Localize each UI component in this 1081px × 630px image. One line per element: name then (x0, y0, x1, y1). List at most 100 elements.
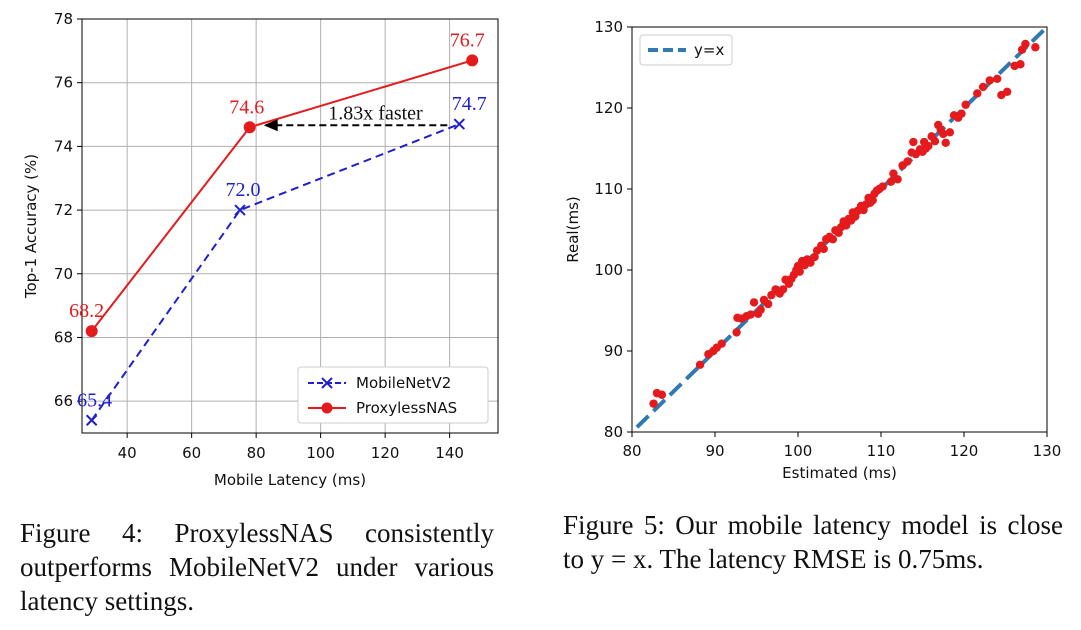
plot-frame (631, 26, 1048, 433)
x-tick-label: 80 (622, 442, 641, 460)
data-point-marker (234, 204, 246, 216)
series-line-mobilenetv2 (90, 123, 460, 421)
x-tick-label: 60 (182, 444, 201, 462)
scatter-point (993, 74, 1002, 84)
scatter-point (893, 175, 902, 184)
latency-accuracy-chart: 40 60 80 100 120 140 66 68 70 72 74 76 78 Mobile La… (22, 10, 499, 489)
scatter-point (1021, 39, 1030, 49)
scatter-point (985, 76, 994, 85)
scatter-point (878, 182, 887, 191)
scatter-point (695, 360, 705, 369)
scatter-point (930, 137, 940, 146)
y-tick-label: 78 (54, 10, 73, 28)
y-tick-label: 70 (54, 265, 73, 283)
x-tick-label: 110 (867, 442, 896, 460)
data-label: 72.0 (226, 179, 261, 201)
figure-5-caption: Figure 5: Our mobile latency model is cl… (563, 510, 1063, 574)
scatter-point (919, 137, 929, 147)
chart-legend: MobileNetV2 ProxylessNAS (297, 366, 489, 424)
scatter-point (763, 299, 773, 309)
x-axis-ticks: 80 90 100 110 120 130 (622, 432, 1061, 460)
scatter-point (945, 128, 955, 137)
y-tick-label: 72 (54, 201, 73, 219)
y-tick-label: 68 (54, 328, 73, 346)
data-label: 74.6 (229, 96, 264, 118)
legend-entry-proxylessnas: ProxylessNAS (308, 399, 457, 417)
arrow-head-icon (263, 119, 278, 132)
y-tick-label: 110 (594, 180, 623, 198)
scatter-point (657, 390, 667, 399)
scatter-point (939, 129, 948, 139)
scatter-point (732, 328, 741, 337)
speedup-annotation: 1.83x faster (263, 102, 448, 132)
y-tick-label: 130 (594, 18, 623, 36)
series-line-proxylessnas (90, 59, 473, 332)
latency-model-chart: 80 90 100 110 120 130 80 90 100 110 120 130 Estima… (564, 18, 1061, 482)
x-tick-label: 90 (705, 442, 724, 460)
y-tick-label: 66 (54, 392, 73, 410)
x-tick-label: 100 (784, 442, 813, 460)
x-axis-label: Mobile Latency (ms) (214, 471, 366, 489)
scatter-point (756, 305, 765, 314)
circle-marker-icon (321, 402, 333, 414)
y-axis-label: Real(ms) (564, 196, 582, 262)
scatter-point (903, 157, 912, 166)
scatter-point (810, 252, 819, 262)
data-label: 68.2 (69, 300, 104, 322)
x-tick-label: 140 (435, 444, 464, 462)
data-point-marker (466, 54, 479, 67)
y-tick-label: 120 (594, 99, 623, 117)
x-tick-label: 130 (1033, 442, 1062, 460)
plot-frame (81, 18, 499, 434)
scatter-point (778, 285, 788, 294)
legend-label-mobilenetv2: MobileNetV2 (356, 374, 451, 392)
scatter-point (717, 339, 726, 348)
scatter-points (649, 39, 1040, 408)
scatter-point (828, 235, 838, 244)
legend-label-y-equals-x: y=x (694, 41, 724, 59)
x-tick-label: 120 (371, 444, 400, 462)
data-label: 74.7 (452, 93, 487, 115)
scatter-point (957, 109, 966, 118)
scatter-point (1016, 60, 1025, 69)
y-tick-label: 90 (604, 342, 623, 360)
scatter-point (746, 310, 755, 319)
scatter-point (961, 100, 970, 109)
scatter-point (941, 138, 950, 148)
figure-4-caption: Figure 4: ProxylessNAS consistently outp… (20, 518, 494, 616)
scatter-point (909, 137, 918, 147)
y-tick-label: 80 (604, 423, 623, 441)
scatter-point (749, 298, 759, 307)
scatter-point (649, 399, 658, 408)
data-point-marker (243, 121, 256, 134)
data-point-marker (453, 118, 466, 130)
scatter-point (819, 244, 828, 254)
legend-label-proxylessnas: ProxylessNAS (356, 399, 457, 417)
scatter-point (1002, 87, 1012, 97)
chart-legend: y=x (639, 34, 733, 66)
data-point-marker (85, 414, 98, 426)
x-tick-label: 120 (950, 442, 979, 460)
scatter-point (973, 89, 982, 98)
data-label: 65.4 (77, 389, 112, 411)
cross-marker-icon (321, 377, 333, 389)
data-label: 76.7 (450, 29, 485, 51)
series-layer: 65.4 72.0 74.7 68.2 74.6 76.7 (69, 29, 487, 426)
speedup-annotation-text: 1.83x faster (328, 102, 423, 124)
scatter-point (795, 267, 804, 276)
scatter-point (886, 177, 896, 186)
y-axis-label: Top-1 Accuracy (%) (22, 154, 40, 299)
scatter-point (868, 196, 877, 205)
x-tick-label: 80 (247, 444, 266, 462)
y-tick-label: 76 (54, 74, 73, 92)
y-tick-label: 74 (54, 137, 73, 155)
x-axis-label: Estimated (ms) (782, 464, 897, 482)
y-tick-label: 100 (594, 261, 623, 279)
x-tick-label: 40 (118, 444, 137, 462)
legend-entry-mobilenetv2: MobileNetV2 (308, 374, 451, 392)
y-axis-ticks: 66 68 70 72 74 76 78 (54, 10, 82, 410)
scatter-point (1031, 43, 1040, 52)
x-axis-ticks: 40 60 80 100 120 140 (118, 433, 464, 462)
y-axis-ticks: 80 90 100 110 120 130 (594, 18, 632, 441)
